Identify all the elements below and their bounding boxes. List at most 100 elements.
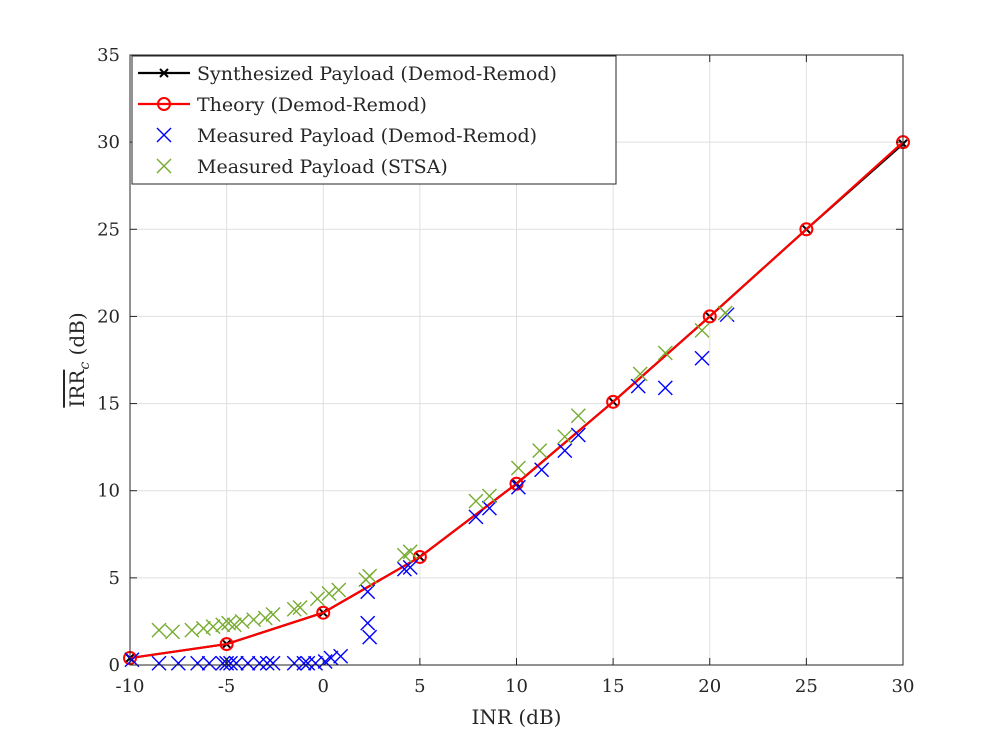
data-point-stroke-b [657,380,673,396]
y-tick-label: 25 [97,219,120,240]
y-tick-label: 35 [97,45,120,66]
data-point-stroke-b [259,655,275,671]
data-point-stroke-b [215,617,231,633]
x-tick-label: -10 [116,676,145,697]
data-point-stroke-b [481,500,497,516]
data-point [265,655,281,671]
data-point [396,561,412,577]
data-point-stroke-b [717,305,733,321]
data-point [222,655,238,671]
data-point [251,655,267,671]
y-tick-label: 20 [97,306,120,327]
data-point [657,380,673,396]
y-axis-label-main: IRR [65,369,89,408]
data-point-stroke-b [557,429,573,445]
data-point [694,322,710,338]
data-point-stroke-b [468,509,484,525]
x-tick-label: 25 [795,676,818,697]
legend-label: Measured Payload (STSA) [197,156,448,178]
data-point [221,615,237,631]
data-point-stroke-b [694,322,710,338]
data-point-stroke-b [184,622,200,638]
y-tick-label: 0 [109,655,120,676]
data-point [632,366,648,382]
x-tick-label: 30 [892,676,915,697]
data-point-stroke-b [190,655,206,671]
data-point [151,655,167,671]
x-tick-label: 10 [505,676,528,697]
data-point [362,629,378,645]
legend-label: Synthesized Payload (Demod-Remod) [197,63,557,85]
data-point [360,584,376,600]
data-point [570,427,586,443]
data-point [510,479,526,495]
data-point-stroke-b [296,655,312,671]
data-point [308,655,324,671]
data-point [190,655,206,671]
data-point [557,429,573,445]
legend: Synthesized Payload (Demod-Remod) Theory … [131,55,617,185]
data-point-stroke-b [215,655,231,671]
y-tick-label: 5 [109,568,120,589]
x-tick-label: 20 [698,676,721,697]
data-point-stroke-b [222,655,238,671]
data-point-stroke-b [321,586,337,602]
legend-entry-theory-demod-remod: Theory (Demod-Remod) [138,94,427,116]
data-point-stroke-b [240,655,256,671]
data-point [799,222,814,237]
data-point [532,443,548,459]
data-point-stroke-b [246,612,262,628]
data-point-stroke-b [510,479,526,495]
data-point-stroke-b [534,462,550,478]
data-point [402,544,418,560]
data-point-stroke-b [402,544,418,560]
data-point [333,648,349,664]
legend-label: Measured Payload (Demod-Remod) [197,125,537,147]
data-point-stroke-b [570,427,586,443]
data-point-stroke-b [481,488,497,504]
data-point [606,394,621,409]
data-point [362,568,378,584]
data-point [360,615,376,631]
data-point-stroke-b [402,559,418,575]
data-point-stroke-b [201,655,217,671]
data-point [657,345,673,361]
data-point-stroke-b [362,568,378,584]
data-point-stroke-b [292,599,308,615]
y-axis-label-group: IRRc (dB) [65,312,93,407]
x-tick-label: 15 [602,676,625,697]
data-point [215,617,231,633]
data-point-stroke-b [226,617,242,633]
x-axis-label: INR (dB) [472,705,562,729]
data-point [165,624,181,640]
series-line [129,141,904,660]
data-point-stroke-b [510,460,526,476]
data-point [557,443,573,459]
data-point [292,599,308,615]
data-point [402,559,418,575]
data-point [534,462,550,478]
legend-entry-measured-payload-demod-remod: Measured Payload (Demod-Remod) [156,125,537,147]
data-point [201,655,217,671]
y-tick-label: 30 [97,132,120,153]
data-point [265,606,281,622]
data-point [296,655,312,671]
data-point-stroke-b [532,443,548,459]
data-point-stroke-b [151,655,167,671]
legend-marker-stroke-b [156,127,172,143]
data-point [215,655,231,671]
data-point-stroke-b [205,619,221,635]
data-point-stroke-b [170,655,186,671]
data-point [228,655,244,671]
data-point-stroke-b [300,655,316,671]
data-point-stroke-b [362,629,378,645]
data-point-stroke-b [228,655,244,671]
data-point [331,582,347,598]
data-point-stroke-b [234,613,250,629]
data-point [205,619,221,635]
data-point-stroke-b [468,493,484,509]
data-point [412,549,427,564]
data-point [226,617,242,633]
data-point [481,488,497,504]
data-point-stroke-b [331,582,347,598]
